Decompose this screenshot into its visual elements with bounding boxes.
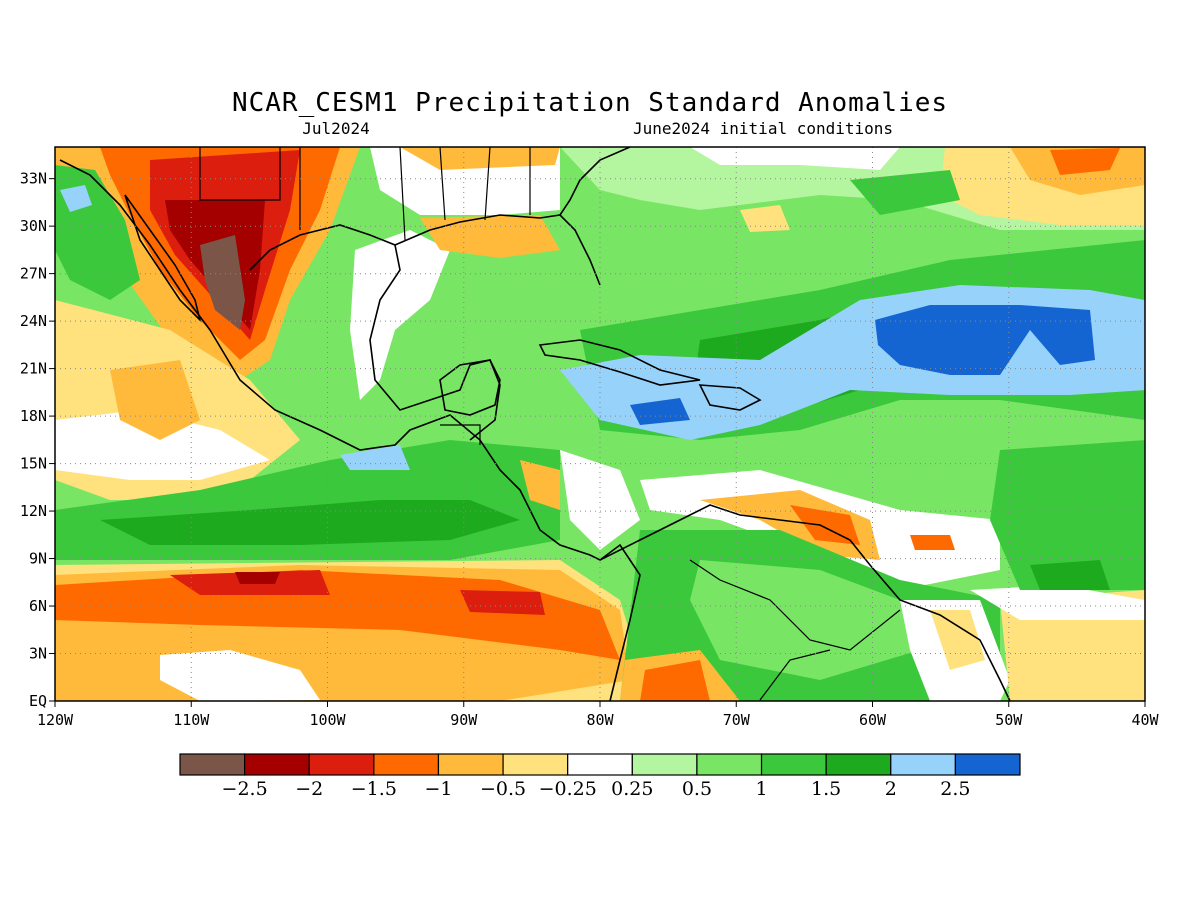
anomaly-region [460,590,545,615]
north-america-coastline [59,159,641,701]
colorbar-label: 2 [885,778,897,800]
anomaly-region [110,360,200,440]
anomaly-region [700,490,880,560]
y-tick-label: 3N [29,645,47,663]
anomaly-region [970,585,1145,620]
anomaly-region [520,460,560,510]
anomaly-region [930,610,985,670]
colorbar-swatch [373,753,440,776]
x-tick-label: 60W [859,711,887,729]
anomaly-region [630,398,690,425]
colorbar-swatch [244,753,310,776]
x-tick-label: 40W [1131,711,1159,729]
cuba-outline [538,339,701,386]
anomaly-region [850,170,960,215]
colorbar-swatch [631,753,698,776]
colorbar-label: −2 [295,778,323,800]
yucatan-coastline [439,359,501,416]
colorbar-swatch [567,753,633,776]
colorbar-label: −2.5 [222,778,268,800]
colorbar-label: 0.5 [682,778,712,800]
anomaly-region [55,410,270,480]
colorbar: −2.5 −2 −1.5 −1 −0.5 −0.25 0.25 0.5 1 1.5 2 2.5 [179,753,1021,800]
anomaly-region [160,650,320,701]
colorbar-label: −1 [424,778,452,800]
y-tick-label: 24N [20,312,47,330]
x-tick-label: 70W [723,711,751,729]
axis-ticks: 120W 110W 100W 90W 80W 70W 60W 50W 40W EQ 3N 6N 9N 12… [20,170,1160,729]
colorbar-swatch [760,753,827,776]
x-tick-label: 50W [995,711,1023,729]
hispaniola-outline [698,384,762,411]
y-tick-label: 21N [20,360,47,378]
colorbar-swatch [437,753,504,776]
colorbar-swatch [308,753,375,776]
y-tick-label: 27N [20,265,47,283]
x-tick-label: 80W [586,711,614,729]
grid-lines [55,147,1145,701]
anomaly-region [990,440,1145,590]
map-title: NCAR_CESM1 Precipitation Standard Anomal… [232,88,948,118]
y-tick-label: EQ [29,692,47,710]
anomaly-region [350,230,450,400]
colorbar-label: 1.5 [811,778,841,800]
south-america-coastline [599,504,1011,701]
y-tick-label: 18N [20,407,47,425]
colorbar-label: −0.5 [480,778,526,800]
colorbar-swatch [179,753,246,776]
y-tick-label: 6N [29,597,47,615]
anomaly-region [200,235,245,330]
anomaly-region [60,185,92,212]
y-tick-label: 9N [29,550,47,568]
anomaly-region [875,305,1095,375]
coastlines [59,147,1011,701]
anomaly-region [1030,560,1110,590]
country-borders [199,147,901,701]
anomaly-region [740,205,790,232]
colorbar-swatch [890,753,956,776]
colorbar-swatch [954,753,1021,776]
colorbar-label: 2.5 [940,778,970,800]
colorbar-label: −1.5 [351,778,397,800]
colorbar-label: 0.25 [611,778,653,800]
initial-conditions-label: June2024 initial conditions [633,119,893,138]
x-tick-label: 120W [37,711,74,729]
x-tick-label: 90W [450,711,478,729]
anomaly-region [340,445,410,470]
y-tick-label: 12N [20,502,47,520]
anomaly-region [1050,148,1120,175]
colorbar-label: 1 [755,778,767,800]
colorbar-swatch [825,753,892,776]
baja-coastline [124,194,202,323]
anomaly-region [690,147,900,170]
x-tick-label: 110W [173,711,210,729]
us-gulf-coast [394,214,601,286]
y-tick-label: 15N [20,455,47,473]
y-tick-label: 30N [20,217,47,235]
anomaly-region [235,572,280,584]
valid-month-label: Jul2024 [302,119,369,138]
anomaly-region [690,560,920,680]
colorbar-label: −0.25 [539,778,597,800]
us-east-coast [559,147,631,216]
y-tick-label: 33N [20,170,47,188]
anomaly-region [790,505,860,545]
anomaly-region [640,660,710,701]
colorbar-swatch [502,753,569,776]
anomaly-region [560,450,640,550]
colorbar-swatch [696,753,763,776]
anomaly-region [910,535,955,550]
x-tick-label: 100W [309,711,346,729]
